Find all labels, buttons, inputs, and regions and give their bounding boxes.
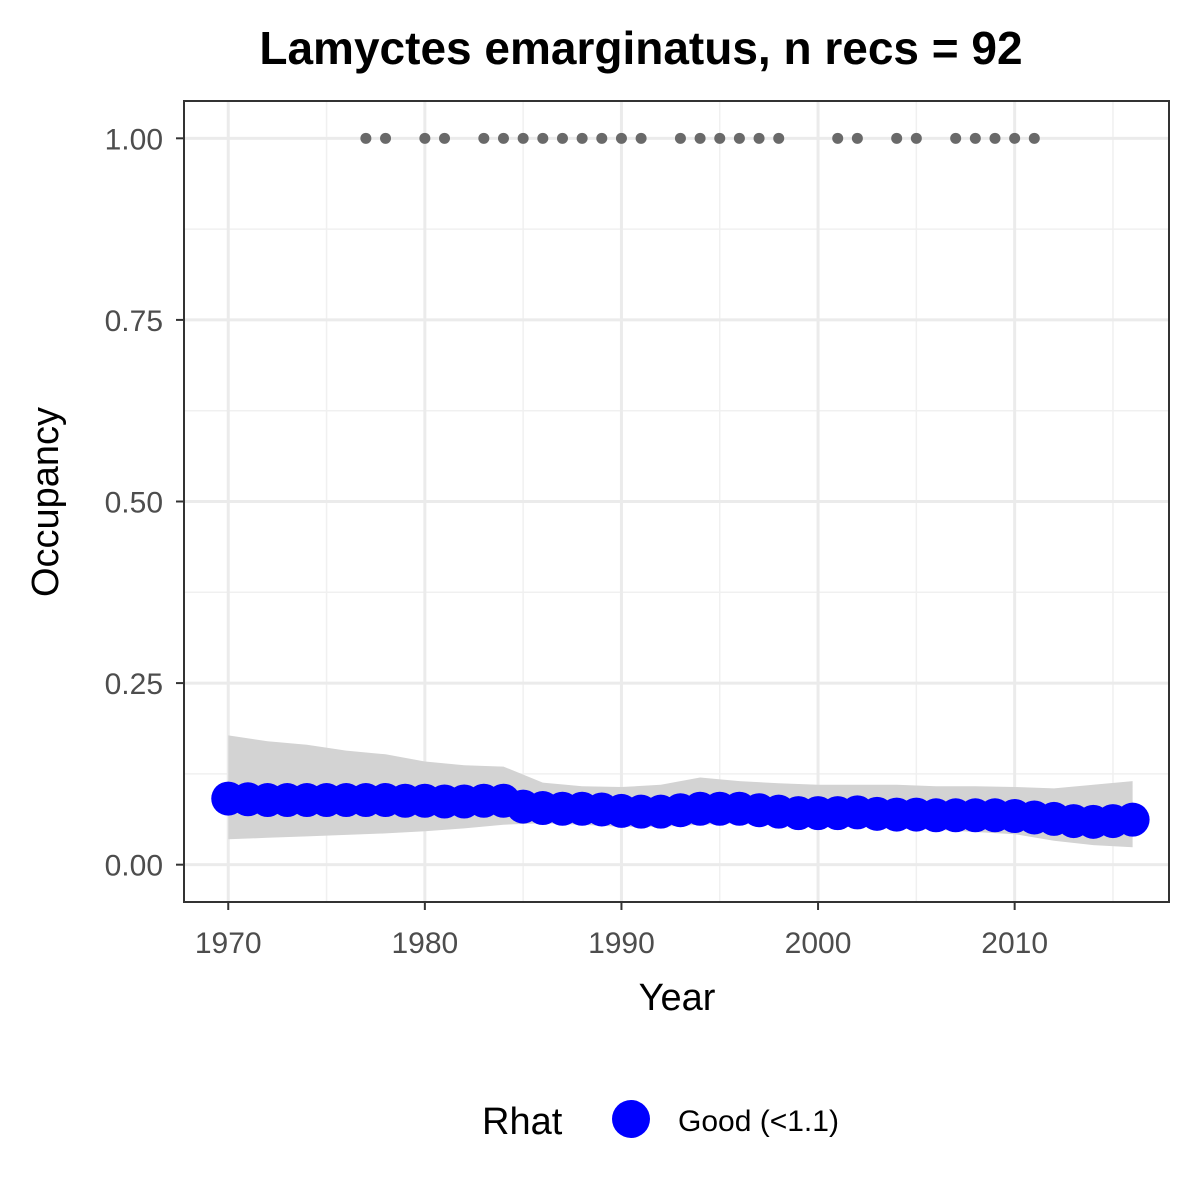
record-point: [910, 132, 922, 144]
record-point: [497, 132, 509, 144]
series-point: [1115, 802, 1150, 837]
y-axis-title: Occupancy: [25, 407, 67, 597]
x-tick-label: 2000: [785, 927, 852, 960]
record-point: [1009, 132, 1021, 144]
record-point: [832, 132, 844, 144]
occupancy-series: [211, 781, 1150, 839]
record-point: [851, 132, 863, 144]
record-point: [733, 132, 745, 144]
y-tick-label: 1.00: [105, 123, 163, 156]
record-point: [537, 132, 549, 144]
record-point: [360, 132, 372, 144]
record-point: [969, 132, 981, 144]
y-tick-label: 0.50: [105, 487, 163, 520]
record-point: [773, 132, 785, 144]
legend-label-good: Good (<1.1): [678, 1105, 839, 1138]
record-point: [635, 132, 647, 144]
record-point: [1028, 132, 1040, 144]
record-point: [556, 132, 568, 144]
legend-title: Rhat: [482, 1101, 563, 1143]
x-axis-title: Year: [639, 977, 716, 1019]
record-point: [694, 132, 706, 144]
x-tick-label: 2010: [981, 927, 1048, 960]
record-point: [419, 132, 431, 144]
y-tick-label: 0.00: [105, 850, 163, 883]
record-point: [615, 132, 627, 144]
x-tick-label: 1990: [588, 927, 655, 960]
record-point: [753, 132, 765, 144]
record-point: [891, 132, 903, 144]
record-point: [989, 132, 1001, 144]
record-point: [478, 132, 490, 144]
y-tick-label: 0.75: [105, 305, 163, 338]
record-point: [380, 132, 392, 144]
record-point: [950, 132, 962, 144]
chart-title: Lamyctes emarginatus, n recs = 92: [259, 22, 1022, 74]
x-tick-label: 1980: [391, 927, 458, 960]
x-tick-label: 1970: [195, 927, 262, 960]
legend: Rhat Good (<1.1): [482, 1100, 839, 1143]
y-tick-label: 0.25: [105, 668, 163, 701]
axes: 1970 1980 1990 2000 2010 0.00 0.25 0.50 0.75 1.00: [105, 123, 1048, 960]
record-point: [596, 132, 608, 144]
record-point: [439, 132, 451, 144]
record-points: [360, 132, 1040, 144]
record-point: [674, 132, 686, 144]
record-point: [714, 132, 726, 144]
record-point: [517, 132, 529, 144]
record-point: [576, 132, 588, 144]
legend-key-good: [612, 1100, 650, 1138]
